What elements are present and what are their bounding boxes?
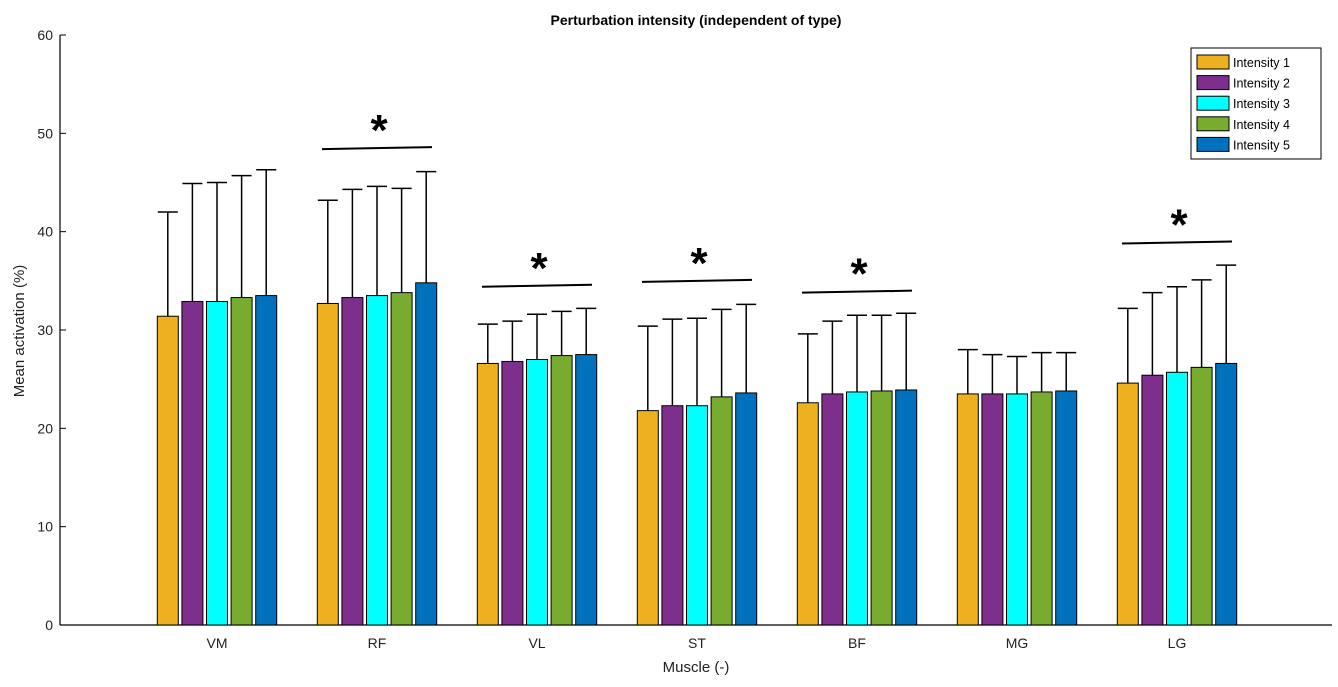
bar [415, 282, 438, 626]
y-tick-label: 60 [37, 27, 53, 43]
significance-line [801, 289, 913, 294]
bar [846, 391, 868, 626]
bar [710, 396, 733, 626]
bar [1141, 374, 1164, 626]
x-tick-label: VM [207, 635, 228, 651]
bar [501, 360, 524, 626]
legend-swatch [1196, 95, 1230, 111]
bar [636, 410, 659, 626]
y-tick-label: 30 [37, 322, 53, 338]
legend: Intensity 1 Intensity 2 Intensity 3 Intensi… [1190, 47, 1322, 160]
bar [821, 393, 844, 626]
significance-asterisk: * [530, 244, 548, 293]
y-axis-label: Mean activation (%) [11, 265, 28, 398]
legend-swatch [1196, 54, 1230, 70]
x-tick-label: MG [1006, 635, 1029, 651]
bar [1055, 390, 1078, 626]
bar [686, 405, 708, 626]
bar [575, 354, 598, 626]
bar [1006, 393, 1028, 626]
y-tick-label: 40 [37, 224, 53, 240]
significance-asterisk: * [370, 106, 388, 155]
bar [1030, 391, 1053, 626]
bar [796, 402, 819, 626]
y-tick-label: 20 [37, 420, 53, 436]
bar [1166, 371, 1188, 626]
significance-line [1121, 240, 1233, 245]
legend-swatch [1196, 75, 1230, 91]
x-tick-label: BF [848, 635, 866, 651]
bar [661, 405, 684, 626]
x-tick-label: RF [368, 635, 387, 651]
x-axis-label: Muscle (-) [663, 659, 730, 676]
legend-label: Intensity 1 [1233, 56, 1290, 70]
bar [341, 297, 364, 626]
significance-line [321, 146, 433, 151]
legend-label: Intensity 3 [1233, 97, 1290, 111]
bar [735, 392, 758, 626]
y-tick-label: 50 [37, 125, 53, 141]
y-tick-label: 10 [37, 519, 53, 535]
legend-label: Intensity 4 [1233, 118, 1290, 132]
bar [181, 300, 204, 626]
legend-label: Intensity 5 [1233, 138, 1290, 152]
significance-asterisk: * [690, 239, 708, 288]
bar [1116, 382, 1139, 626]
significance-asterisk: * [1170, 200, 1188, 249]
x-tick-label: LG [1168, 635, 1187, 651]
bar [316, 302, 339, 626]
significance-asterisk: * [850, 250, 868, 299]
significance-line [641, 278, 753, 283]
legend-swatch [1196, 136, 1230, 152]
bar [1190, 366, 1213, 626]
bar [895, 389, 918, 626]
x-tick-label: ST [688, 635, 706, 651]
bar [526, 359, 548, 626]
bar [255, 295, 278, 626]
legend-swatch [1196, 116, 1230, 132]
bar [1215, 362, 1238, 626]
bar [390, 292, 413, 626]
bar [956, 393, 979, 626]
bar [550, 355, 573, 626]
chart-title: Perturbation intensity (independent of t… [551, 12, 842, 28]
bar [206, 300, 228, 626]
bar [476, 362, 499, 626]
bar [981, 393, 1004, 626]
x-tick-label: VL [528, 635, 545, 651]
y-tick-label: 0 [45, 617, 53, 633]
bar [230, 297, 253, 626]
bar [366, 295, 388, 626]
bar [870, 390, 893, 626]
significance-line [481, 283, 593, 288]
bar [156, 315, 179, 626]
legend-label: Intensity 2 [1233, 77, 1290, 91]
plot-area: 0 10 20 30 40 50 60 VM RF VL ST BF MG LG * * * * * [37, 27, 1332, 651]
